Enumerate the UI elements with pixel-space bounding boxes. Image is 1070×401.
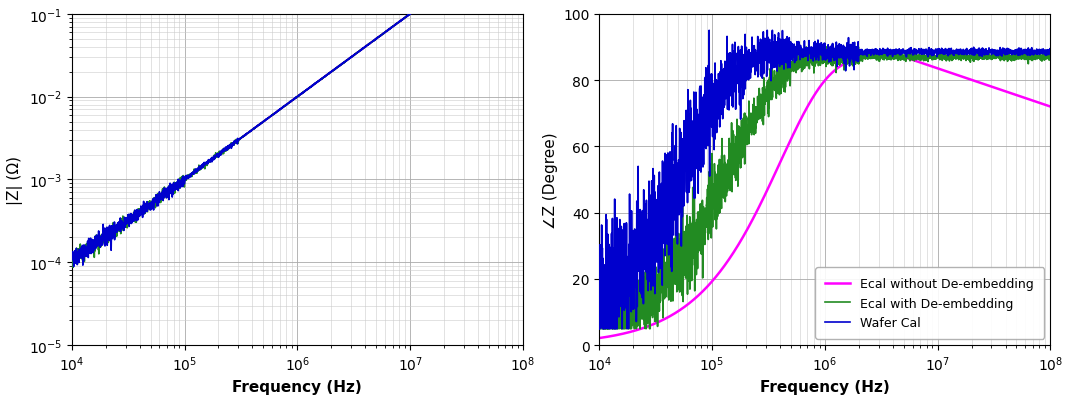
Ecal without De-embedding [1044, 105, 1057, 110]
Ecal with De-embedding [987, 53, 999, 57]
Ecal without De-embedding [671, 310, 684, 314]
Ecal without De-embedding [766, 178, 779, 182]
Line: Ecal with De-embedding: Ecal with De-embedding [599, 48, 1051, 329]
Wafer Cal [785, 51, 798, 56]
Wafer Cal [703, 29, 716, 34]
Line: Wafer Cal: Wafer Cal [599, 31, 1051, 329]
Wafer Cal [644, 204, 657, 209]
Ecal without De-embedding [644, 323, 657, 328]
Wafer Cal [766, 29, 779, 34]
Ecal with De-embedding [593, 326, 606, 331]
Wafer Cal [671, 242, 684, 247]
Legend: Ecal without De-embedding, Ecal with De-embedding, Wafer Cal: Ecal without De-embedding, Ecal with De-… [815, 268, 1044, 339]
Ecal with De-embedding [777, 45, 790, 50]
Ecal with De-embedding [644, 314, 657, 318]
Y-axis label: |Z| (Ω): |Z| (Ω) [6, 156, 22, 205]
Wafer Cal [593, 326, 606, 331]
X-axis label: Frequency (Hz): Frequency (Hz) [760, 379, 889, 394]
Line: Ecal without De-embedding: Ecal without De-embedding [599, 58, 1051, 338]
Ecal with De-embedding [1036, 59, 1049, 64]
Ecal without De-embedding [785, 136, 798, 140]
Ecal with De-embedding [766, 61, 779, 66]
Y-axis label: ∠Z (Degree): ∠Z (Degree) [542, 132, 557, 228]
Ecal without De-embedding [897, 55, 910, 60]
Ecal without De-embedding [987, 85, 999, 90]
Ecal with De-embedding [671, 280, 684, 285]
Wafer Cal [987, 49, 999, 53]
Wafer Cal [1036, 51, 1049, 56]
X-axis label: Frequency (Hz): Frequency (Hz) [232, 379, 363, 394]
Ecal without De-embedding [593, 336, 606, 340]
Wafer Cal [1044, 53, 1057, 58]
Ecal with De-embedding [785, 65, 798, 70]
Ecal without De-embedding [1036, 102, 1049, 107]
Ecal with De-embedding [1044, 53, 1057, 58]
